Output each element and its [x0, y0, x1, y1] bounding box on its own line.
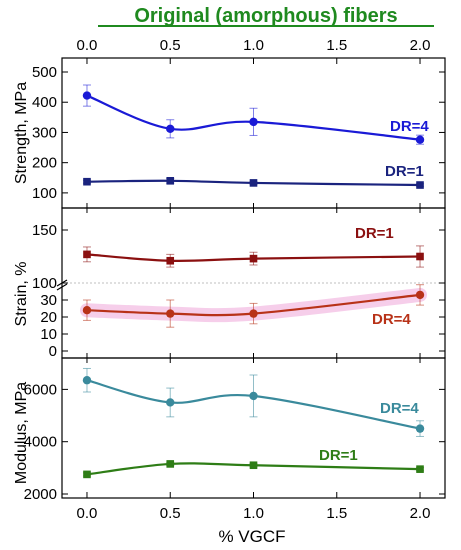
data-point [249, 309, 258, 318]
data-point [415, 424, 425, 433]
series-line [86, 94, 421, 141]
strain-dr4-label: DR=4 [372, 311, 411, 328]
x-tick-label-top: 1.0 [243, 37, 264, 54]
series-line [86, 462, 421, 476]
strain-tick-label: 100 [32, 275, 57, 292]
data-point [416, 181, 424, 189]
x-tick-label: 1.5 [326, 505, 347, 522]
data-point [83, 470, 91, 479]
data-point [166, 256, 175, 265]
data-point [166, 398, 175, 407]
x-tick-label: 0.5 [160, 505, 181, 522]
strain-tick-label: 0 [49, 343, 57, 360]
series-line [86, 379, 421, 430]
data-marks [79, 84, 428, 479]
data-point [166, 177, 175, 185]
modulus-tick-label: 4000 [24, 434, 57, 451]
strain-tick-label: 10 [40, 326, 57, 343]
data-point [166, 460, 175, 468]
data-point [415, 290, 425, 300]
data-point [82, 306, 92, 315]
data-point [166, 124, 175, 134]
modulus-tick-label: 2000 [24, 486, 57, 503]
chart-title: Original (amorphous) fibers [134, 5, 397, 27]
data-point [82, 91, 92, 100]
strength-tick-label: 400 [32, 94, 57, 111]
series-line [86, 293, 421, 317]
strain-dr1-label: DR=1 [355, 225, 394, 242]
axis-break-mark [56, 283, 68, 291]
x-tick-label: 0.0 [77, 505, 98, 522]
strain-tick-label: 20 [40, 309, 57, 326]
strain-tick-label: 150 [32, 222, 57, 239]
data-point [249, 391, 258, 401]
series-labels: DR=4 DR=1 DR=1 DR=4 DR=4 DR=1 [319, 118, 429, 464]
x-tick-label-top: 0.0 [77, 37, 98, 54]
modulus-axis-label: Modulus, MPa [13, 382, 30, 484]
data-point [249, 179, 258, 187]
x-axis-label: % VGCF [218, 527, 285, 546]
data-point [83, 177, 91, 186]
x-tick-label-top: 2.0 [410, 37, 431, 54]
x-tick-label: 1.0 [243, 505, 264, 522]
strength-tick-label: 500 [32, 64, 57, 81]
data-point [83, 250, 91, 259]
strength-axis-label: Strength, MPa [13, 82, 30, 184]
data-point [415, 135, 425, 144]
strength-tick-label: 200 [32, 155, 57, 172]
data-point [249, 117, 258, 127]
data-point [249, 254, 258, 263]
strength-tick-label: 300 [32, 124, 57, 141]
strain-tick-label: 30 [40, 292, 57, 309]
modulus-dr1-label: DR=1 [319, 447, 358, 464]
axis-ticks: 0.00.00.50.51.01.01.51.52.02.01002003004… [24, 37, 445, 522]
strength-tick-label: 100 [32, 185, 57, 202]
strain-axis-label: Strain, % [13, 262, 30, 327]
strength-dr1-label: DR=1 [385, 163, 424, 180]
x-tick-label: 2.0 [410, 505, 431, 522]
x-tick-label-top: 0.5 [160, 37, 181, 54]
data-point [249, 461, 258, 470]
data-point [166, 309, 175, 318]
x-tick-label-top: 1.5 [326, 37, 347, 54]
data-point [416, 465, 424, 473]
data-point [82, 376, 92, 385]
data-point [416, 252, 424, 261]
strength-dr4-label: DR=4 [390, 118, 429, 135]
modulus-tick-label: 6000 [24, 381, 57, 398]
series-line [86, 253, 421, 262]
series-line [86, 179, 421, 187]
modulus-dr4-label: DR=4 [380, 400, 419, 417]
